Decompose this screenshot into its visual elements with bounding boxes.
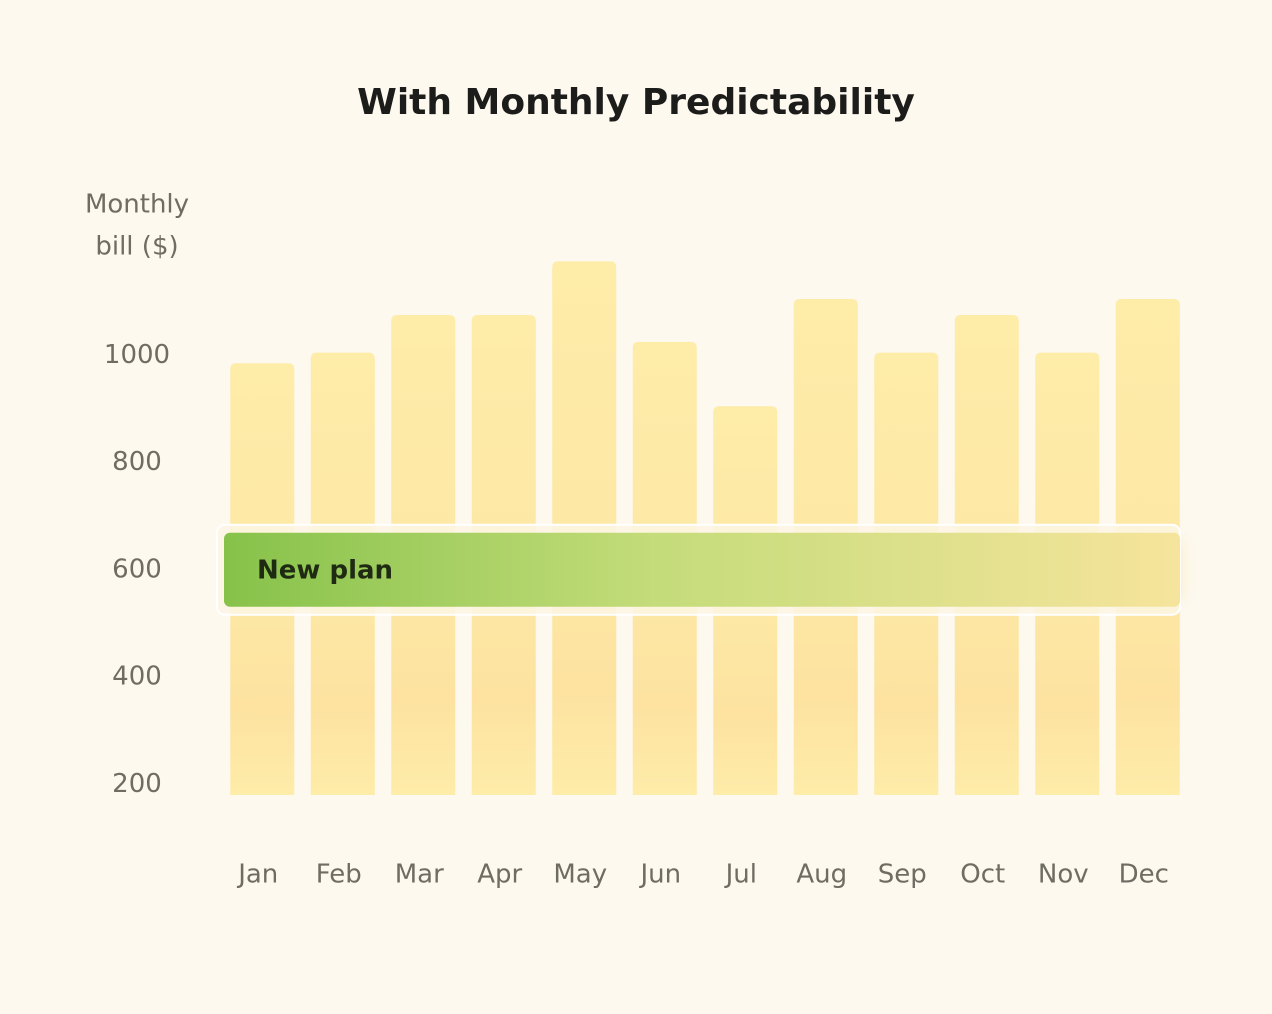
y-tick-label: 1000 [104,340,170,370]
y-tick-label: 800 [112,447,162,477]
x-tick-label: Jun [638,860,681,890]
x-tick-label: Feb [316,860,362,890]
x-tick-label: Oct [960,860,1005,890]
x-tick-label: Apr [477,860,522,890]
x-tick-label: Sep [878,860,927,890]
y-axis-label: bill ($) [95,232,178,262]
y-axis-label: Monthly [85,190,189,220]
plan-label: New plan [257,555,393,585]
y-tick-label: 600 [112,554,162,584]
x-tick-label: May [553,860,607,890]
plan-band [224,532,1180,607]
y-tick-label: 200 [112,769,162,799]
chart-title: With Monthly Predictability [357,82,915,123]
x-tick-label: Aug [796,860,847,890]
x-tick-label: Nov [1038,860,1089,890]
x-tick-label: Dec [1119,860,1169,890]
x-tick-label: Jan [236,860,278,890]
x-tick-label: Jul [724,860,757,890]
x-tick-label: Mar [395,860,444,890]
y-tick-label: 400 [112,662,162,692]
